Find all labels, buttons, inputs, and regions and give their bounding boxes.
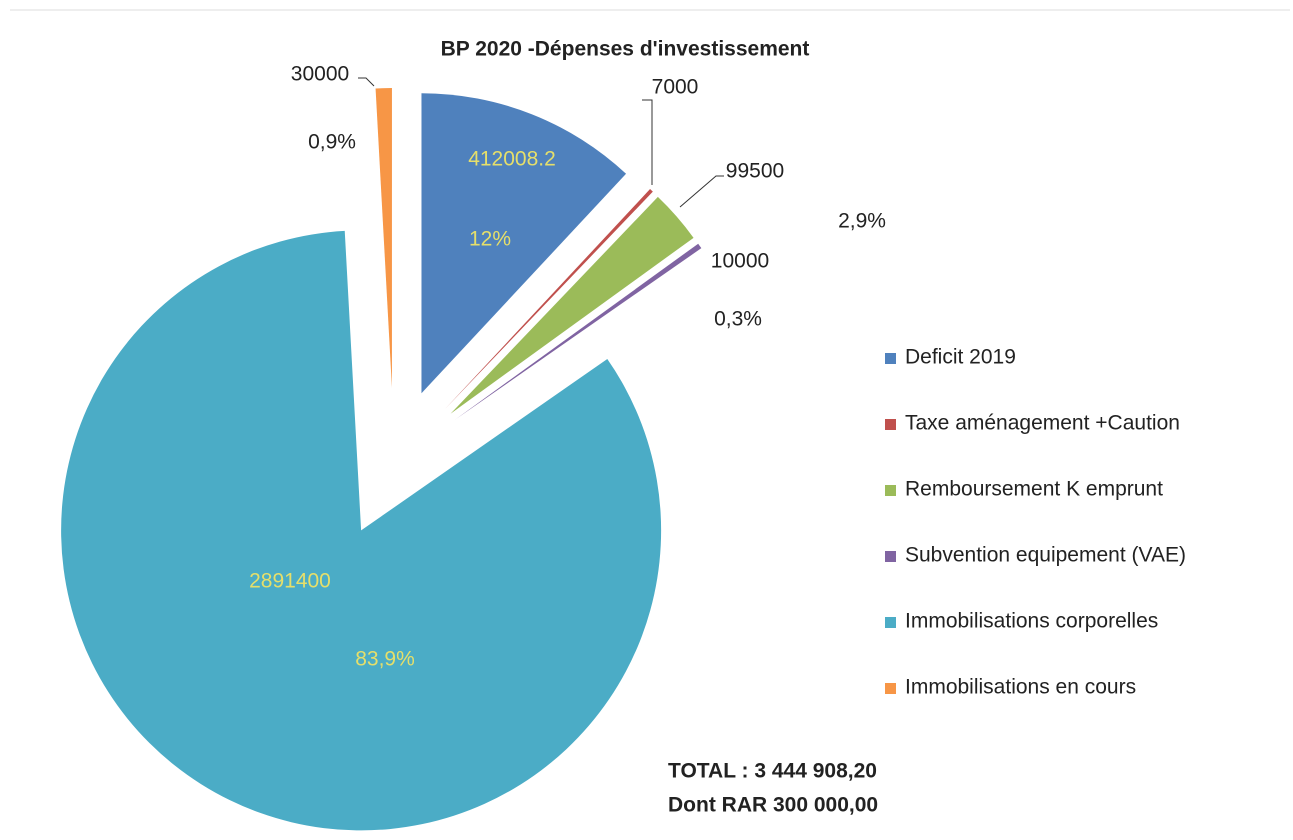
percent-label: 83,9% bbox=[355, 648, 415, 671]
pie-slice bbox=[445, 189, 653, 409]
percent-label: 0,3% bbox=[714, 308, 762, 331]
legend-swatch bbox=[885, 419, 896, 430]
percent-label: 12% bbox=[469, 228, 511, 251]
legend-swatch bbox=[885, 551, 896, 562]
value-label: 2891400 bbox=[249, 570, 331, 593]
pie-slice bbox=[421, 93, 627, 394]
percent-label: 0,9% bbox=[308, 131, 356, 154]
value-label: 412008.2 bbox=[468, 148, 556, 171]
value-label: 10000 bbox=[711, 250, 769, 273]
legend-label: Subvention equipement (VAE) bbox=[905, 544, 1186, 567]
legend-swatch bbox=[885, 485, 896, 496]
annotation: Dont RAR 300 000,00 bbox=[668, 794, 878, 817]
legend-label: Deficit 2019 bbox=[905, 346, 1016, 369]
value-label: 7000 bbox=[652, 76, 699, 99]
pie-slice bbox=[455, 243, 702, 420]
legend-swatch bbox=[885, 683, 896, 694]
value-label: 30000 bbox=[291, 63, 349, 86]
legend-label: Remboursement K emprunt bbox=[905, 478, 1163, 501]
pie-slice bbox=[61, 230, 662, 831]
legend-swatch bbox=[885, 617, 896, 628]
annotation: TOTAL : 3 444 908,20 bbox=[668, 760, 877, 783]
percent-label: 2,9% bbox=[838, 210, 886, 233]
leader-line bbox=[679, 175, 724, 208]
legend-label: Immobilisations en cours bbox=[905, 676, 1136, 699]
pie-slice bbox=[375, 88, 392, 389]
legend-label: Taxe aménagement +Caution bbox=[905, 412, 1180, 435]
legend-swatch bbox=[885, 353, 896, 364]
chart-title: BP 2020 -Dépenses d'investissement bbox=[441, 38, 810, 61]
value-label: 99500 bbox=[726, 160, 784, 183]
pie-slice bbox=[450, 196, 694, 414]
leader-line bbox=[642, 99, 653, 185]
leader-line bbox=[358, 77, 375, 87]
legend-label: Immobilisations corporelles bbox=[905, 610, 1158, 633]
